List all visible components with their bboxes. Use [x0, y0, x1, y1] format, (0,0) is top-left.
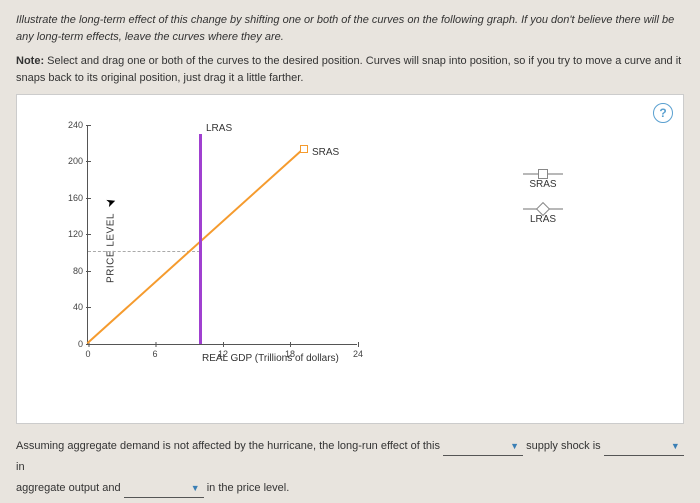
- sras-curve[interactable]: [87, 148, 304, 344]
- note-text: Note: Select and drag one or both of the…: [16, 53, 684, 86]
- note-body: Select and drag one or both of the curve…: [16, 55, 681, 84]
- chevron-down-icon: ▼: [671, 438, 680, 455]
- chart-inner: PRICE LEVEL 240 200 160 120 80 40 0 0 6 …: [62, 125, 382, 370]
- q-text: aggregate output and: [16, 482, 124, 494]
- note-label: Note:: [16, 55, 44, 67]
- y-tick: 80: [58, 266, 83, 276]
- sras-handle-icon[interactable]: [300, 145, 308, 153]
- x-axis-label: REAL GDP (Trillions of dollars): [202, 353, 339, 364]
- q-text: in: [16, 461, 25, 473]
- dropdown-shock-type[interactable]: ▼: [443, 438, 523, 456]
- dropdown-effect[interactable]: ▼: [604, 438, 684, 456]
- help-icon[interactable]: ?: [653, 103, 673, 123]
- chevron-down-icon: ▼: [510, 438, 519, 455]
- x-tick: 6: [152, 349, 157, 359]
- y-tick: 120: [58, 229, 83, 239]
- chart-container: ? PRICE LEVEL 240 200 160 120 80 40 0 0 …: [16, 94, 684, 424]
- y-tick: 200: [58, 156, 83, 166]
- sras-legend-icon: [523, 173, 563, 175]
- chevron-down-icon: ▼: [191, 480, 200, 497]
- legend: SRAS LRAS: [523, 155, 563, 243]
- y-tick: 40: [58, 302, 83, 312]
- cursor-icon: ➤: [104, 194, 118, 211]
- bottom-question: Assuming aggregate demand is not affecte…: [16, 436, 684, 499]
- q-text: supply shock is: [526, 440, 604, 452]
- x-tick: 24: [353, 349, 363, 359]
- plot-area[interactable]: 240 200 160 120 80 40 0 0 6 12 18 24 SRA…: [87, 125, 357, 345]
- y-tick: 160: [58, 193, 83, 203]
- lras-legend-icon: [523, 208, 563, 210]
- sras-label: SRAS: [312, 147, 339, 158]
- instruction-text: Illustrate the long-term effect of this …: [16, 12, 684, 45]
- q-text: in the price level.: [207, 482, 290, 494]
- legend-item-lras[interactable]: LRAS: [523, 208, 563, 225]
- dropdown-price[interactable]: ▼: [124, 480, 204, 498]
- x-tick: 0: [85, 349, 90, 359]
- q-text: Assuming aggregate demand is not affecte…: [16, 440, 443, 452]
- lras-curve[interactable]: [199, 134, 202, 344]
- y-tick: 240: [58, 120, 83, 130]
- y-tick: 0: [58, 339, 83, 349]
- lras-label: LRAS: [206, 123, 232, 134]
- legend-label: SRAS: [529, 179, 556, 190]
- legend-item-sras[interactable]: SRAS: [523, 173, 563, 190]
- dashed-guide-h: [88, 251, 200, 252]
